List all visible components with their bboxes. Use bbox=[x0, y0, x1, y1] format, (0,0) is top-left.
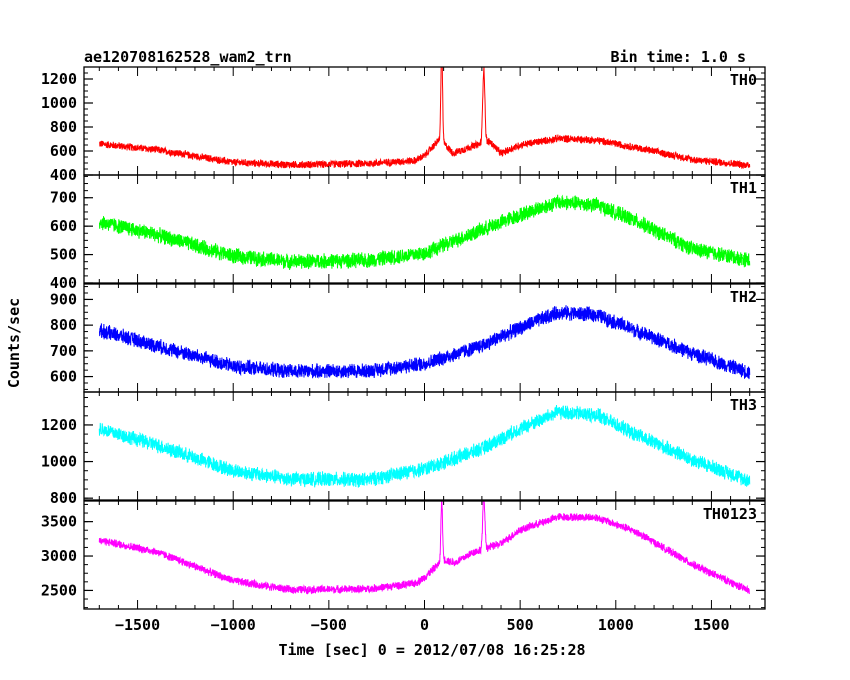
y-tick-label: 600 bbox=[50, 142, 77, 160]
panel-frame bbox=[83, 500, 766, 610]
y-tick-label: 500 bbox=[50, 246, 77, 264]
bin-time-label: Bin time: 1.0 s bbox=[611, 48, 746, 66]
panel-label-th3: TH3 bbox=[730, 396, 757, 414]
series-th0123-line bbox=[98, 501, 750, 595]
y-tick-label: 600 bbox=[50, 368, 77, 386]
series-th2-line bbox=[98, 305, 751, 380]
panel-th2: 600 700 800 900 TH2 bbox=[50, 283, 766, 393]
panel-th3: 800 1000 1200 TH3 bbox=[41, 391, 766, 507]
panel-th1: 400 500 600 700 TH1 bbox=[50, 174, 766, 292]
y-tick-label: 700 bbox=[50, 189, 77, 207]
x-axis-label: Time [sec] 0 = 2012/07/08 16:25:28 bbox=[278, 641, 585, 659]
y-tick-label: 3000 bbox=[41, 547, 77, 565]
panel-label-th0123: TH0123 bbox=[703, 505, 757, 523]
series-th3-line bbox=[98, 404, 751, 488]
y-tick-label: 3500 bbox=[41, 513, 77, 531]
x-tick-label: −1500 bbox=[115, 616, 160, 634]
y-tick-label: 1000 bbox=[41, 94, 77, 112]
x-tick-label: 0 bbox=[420, 616, 429, 634]
y-tick-label: 700 bbox=[50, 342, 77, 360]
panels-group: 400 600 800 1000 1200 TH0 400 500 600 700 TH1 600 70… bbox=[41, 66, 766, 634]
y-axis-label: Counts/sec bbox=[5, 298, 23, 388]
y-tick-label: 1200 bbox=[41, 70, 77, 88]
y-tick-label: 800 bbox=[50, 489, 77, 507]
series-th1-line bbox=[98, 194, 751, 271]
y-tick-label: 900 bbox=[50, 290, 77, 308]
panel-label-th1: TH1 bbox=[730, 179, 757, 197]
panel-label-th2: TH2 bbox=[730, 288, 757, 306]
y-tick-label: 800 bbox=[50, 316, 77, 334]
y-tick-label: 400 bbox=[50, 274, 77, 292]
panel-label-th0: TH0 bbox=[730, 71, 757, 89]
series-th0-line bbox=[98, 67, 751, 170]
x-tick-label: 1500 bbox=[693, 616, 729, 634]
x-tick-label: −500 bbox=[311, 616, 347, 634]
y-tick-label: 400 bbox=[50, 166, 77, 184]
y-tick-label: 600 bbox=[50, 217, 77, 235]
x-tick-label: −1000 bbox=[211, 616, 256, 634]
y-tick-label: 1200 bbox=[41, 416, 77, 434]
y-tick-label: 2500 bbox=[41, 581, 77, 599]
panel-frame bbox=[83, 66, 766, 176]
x-tick-label: 1000 bbox=[598, 616, 634, 634]
y-tick-label: 800 bbox=[50, 118, 77, 136]
x-tick-label: 500 bbox=[507, 616, 534, 634]
y-tick-label: 1000 bbox=[41, 453, 77, 471]
panel-th0123: 2500 3000 3500 TH0123 −1500 −1000 −500 0 500 1000… bbox=[41, 500, 766, 634]
chart-title: ae120708162528_wam2_trn bbox=[84, 48, 292, 66]
